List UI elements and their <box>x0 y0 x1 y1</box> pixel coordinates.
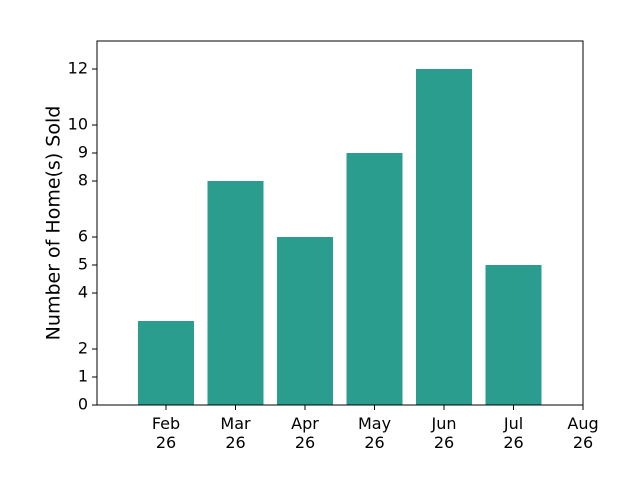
bar-feb-26 <box>138 321 194 405</box>
x-tick-label-month: Aug <box>567 414 598 433</box>
x-tick-label-month: May <box>358 414 391 433</box>
y-tick-label: 8 <box>78 171 88 190</box>
x-tick-label-month: Mar <box>220 414 251 433</box>
bar-may-26 <box>346 153 403 405</box>
y-tick-label: 2 <box>78 339 88 358</box>
x-tick-label-year: 26 <box>156 433 176 452</box>
x-tick-label-month: Feb <box>152 414 180 433</box>
x-tick-label-year: 26 <box>295 433 315 452</box>
bar-jul-26 <box>485 265 542 405</box>
x-tick-label-month: Apr <box>291 414 319 433</box>
x-tick-label-year: 26 <box>503 433 523 452</box>
x-tick-label-year: 26 <box>225 433 245 452</box>
y-tick-label: 5 <box>78 255 88 274</box>
bar-mar-26 <box>207 181 264 405</box>
y-tick-label: 6 <box>78 227 88 246</box>
plot-frame <box>96 40 584 406</box>
x-tick-label-month: Jul <box>503 414 523 433</box>
y-tick-label: 1 <box>78 367 88 386</box>
y-tick-label: 12 <box>68 59 88 78</box>
y-tick-label: 0 <box>78 395 88 414</box>
x-tick-label-month: Jun <box>431 414 457 433</box>
bars-group <box>138 69 542 405</box>
bar-jun-26 <box>416 69 472 405</box>
x-tick-label-year: 26 <box>364 433 384 452</box>
y-tick-label: 10 <box>68 115 88 134</box>
x-tick-label-year: 26 <box>573 433 593 452</box>
y-tick-label: 4 <box>78 283 88 302</box>
y-tick-label: 9 <box>78 143 88 162</box>
y-axis-label: Number of Home(s) Sold <box>43 106 65 341</box>
bar-apr-26 <box>277 237 333 405</box>
x-tick-label-year: 26 <box>434 433 454 452</box>
